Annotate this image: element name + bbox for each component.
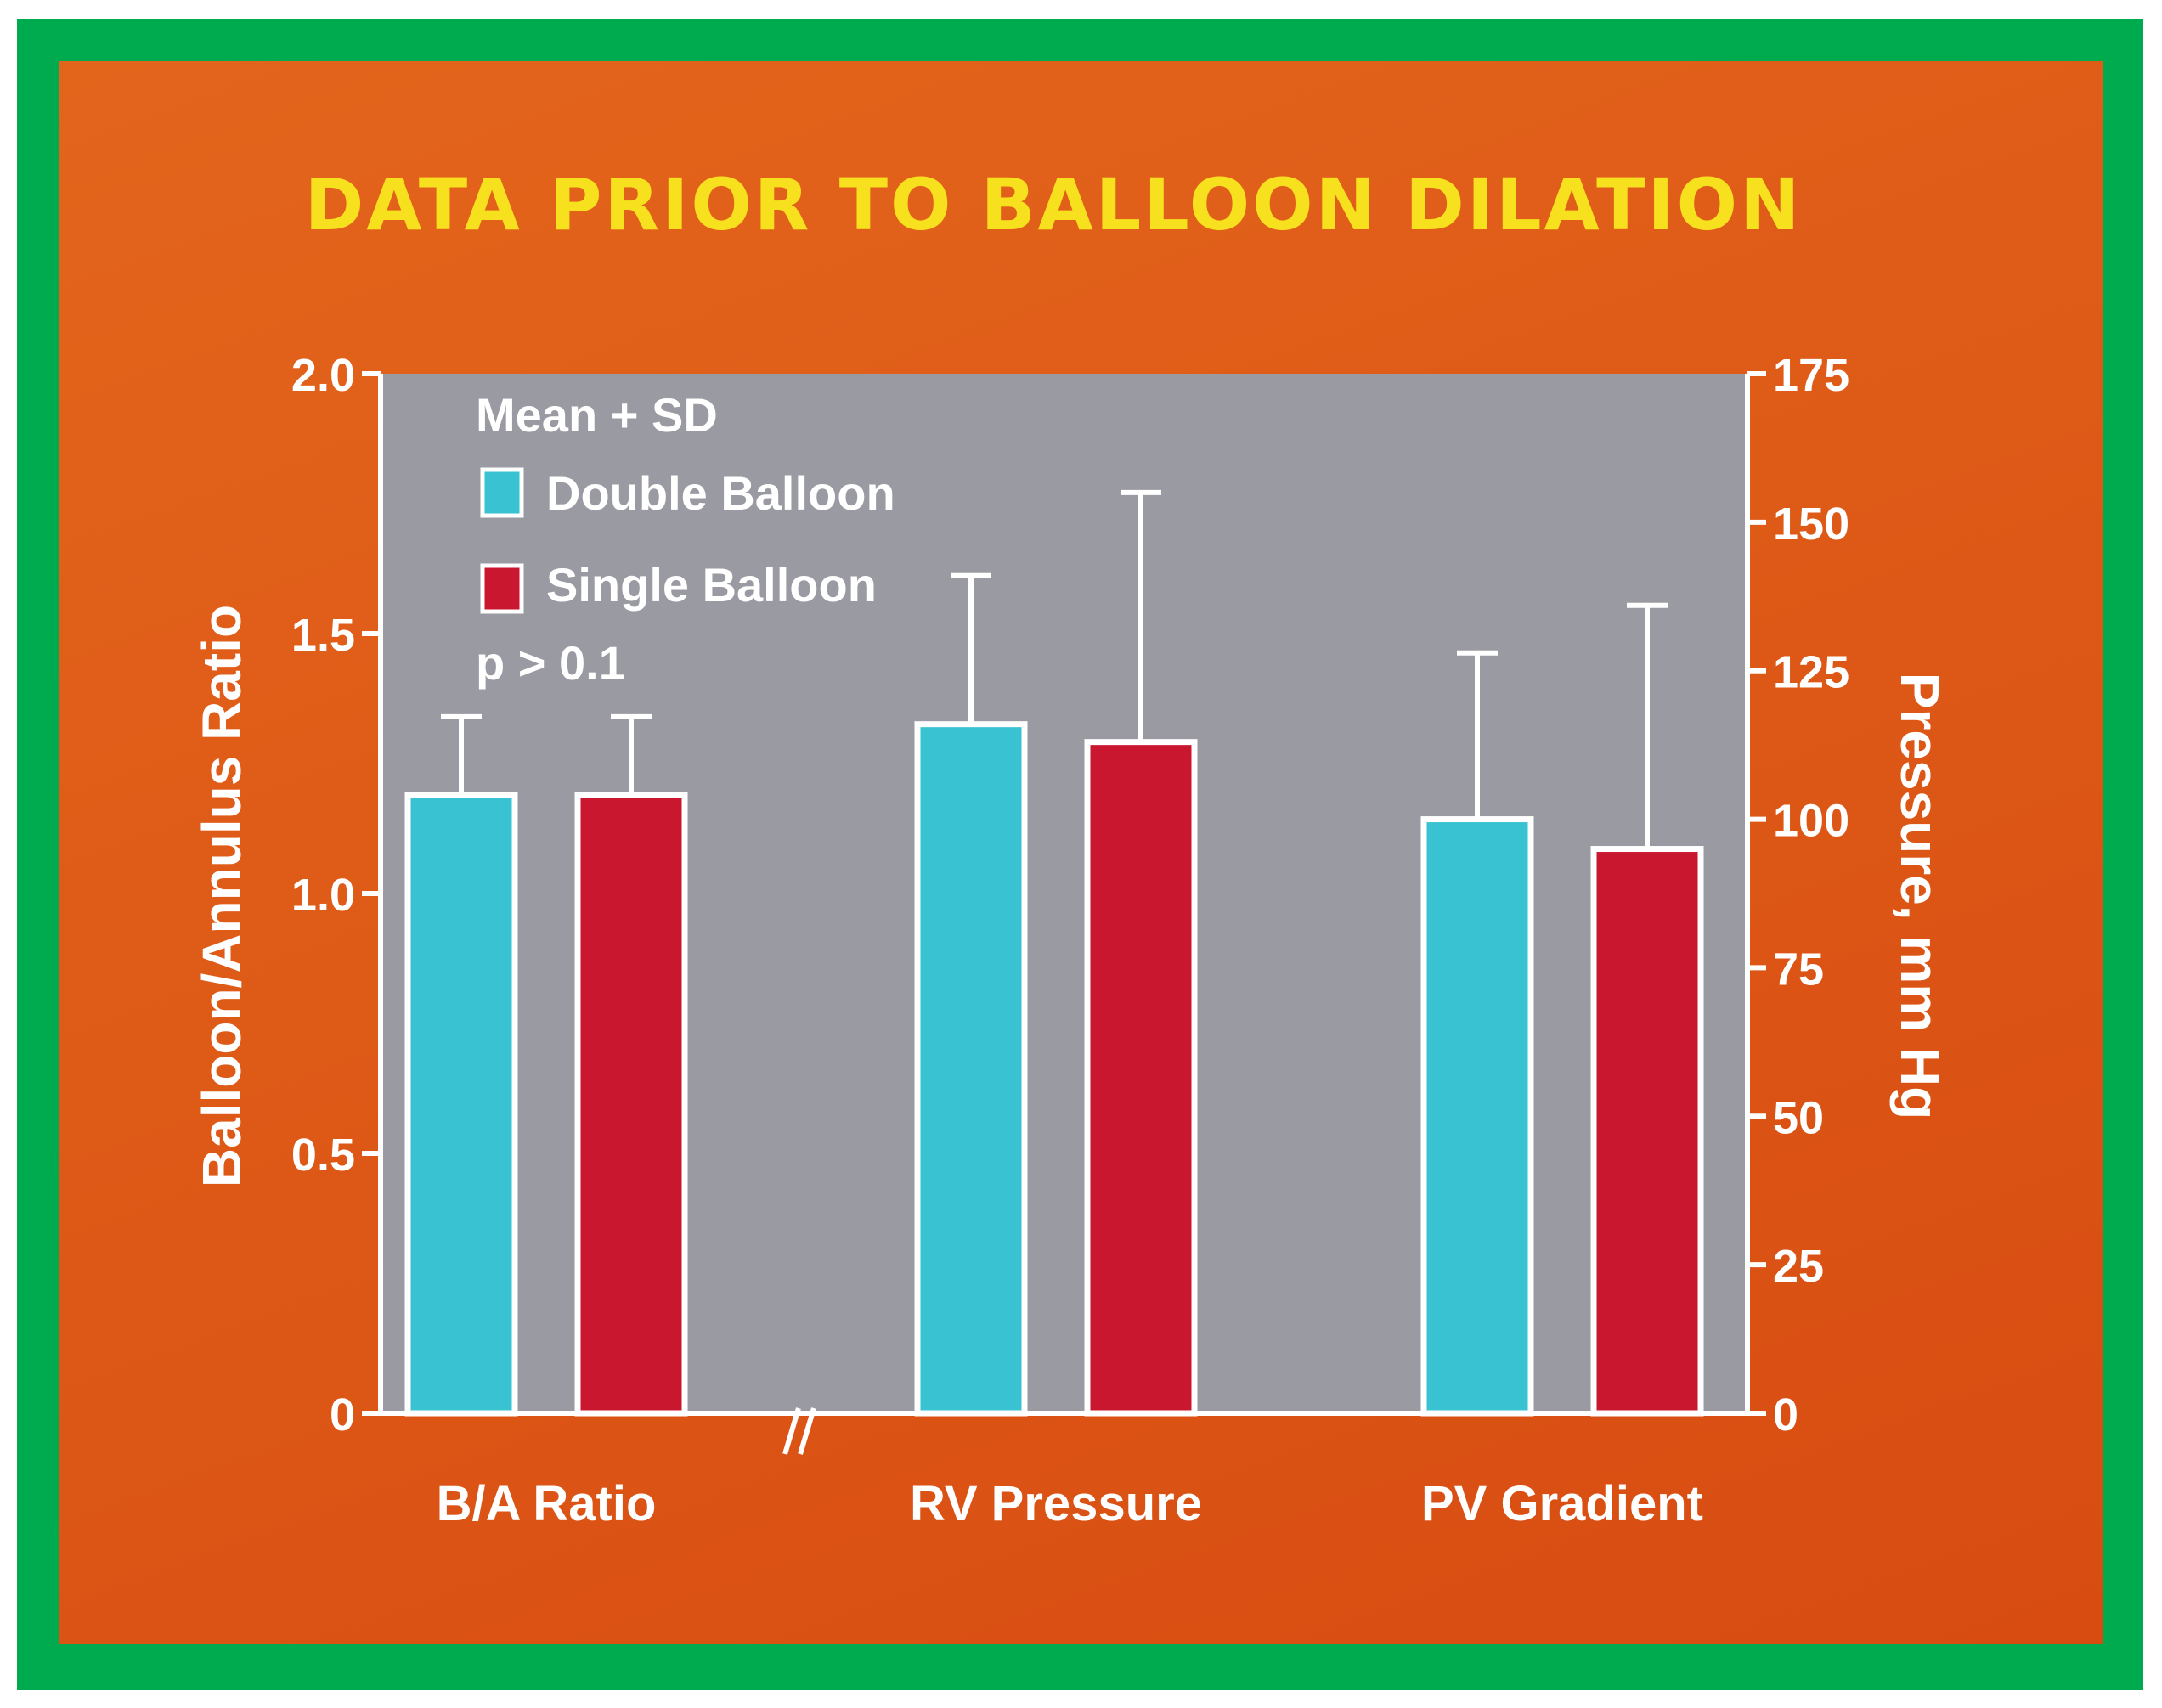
bar-double-balloon-rv-pressure	[914, 721, 1028, 1417]
y-tick-label-right: 50	[1773, 1092, 1824, 1143]
bar-double-balloon-pv-gradient	[1420, 816, 1534, 1417]
error-bars-group	[441, 489, 1668, 849]
y-tick-label-right: 0	[1773, 1390, 1798, 1440]
bar-single-balloon-rv-pressure	[1084, 739, 1198, 1417]
y-tick-label-right: 125	[1773, 647, 1849, 698]
bar-double-balloon-b-a-ratio	[404, 792, 518, 1417]
y-tick-label-left: 2.0	[291, 350, 355, 401]
y-axis-label-right: Pressure, mm Hg	[1889, 673, 1950, 1119]
x-tick-label-pv-gradient: PV Gradient	[1421, 1476, 1703, 1531]
x-tick-label-rv-pressure: RV Pressure	[910, 1476, 1202, 1531]
legend-p-value: p > 0.1	[476, 636, 625, 690]
axis-break-mark	[782, 1407, 801, 1455]
axis-break-mark	[798, 1407, 816, 1455]
legend-swatch-single-balloon	[480, 563, 524, 614]
x-tick-label-b-a-ratio: B/A Ratio	[437, 1476, 657, 1531]
y-tick-label-right: 25	[1773, 1241, 1824, 1292]
chart-title: DATA PRIOR TO BALLOON DILATION	[305, 163, 1803, 246]
legend-swatch-double-balloon	[480, 467, 524, 518]
bars-group	[404, 721, 1704, 1417]
y-tick-label-left: 0	[330, 1390, 355, 1440]
bar-single-balloon-b-a-ratio	[574, 792, 688, 1417]
legend-heading: Mean + SD	[476, 388, 718, 442]
legend: Mean + SD Double Balloon Single Balloon …	[476, 388, 895, 690]
bar-single-balloon-pv-gradient	[1590, 846, 1704, 1417]
y-tick-label-left: 1.0	[291, 870, 355, 921]
axes-group: 0 0.5 1.0 1.5 2.0 0 25 50 75 100 125 150 175	[291, 350, 1849, 1455]
y-tick-label-right: 150	[1773, 499, 1849, 550]
y-tick-label-left: 1.5	[291, 610, 355, 661]
y-tick-label-left: 0.5	[291, 1130, 355, 1181]
legend-label-single-balloon: Single Balloon	[546, 558, 877, 612]
y-tick-label-right: 75	[1773, 944, 1824, 995]
y-axis-label-left: Balloon/Annulus Ratio	[191, 605, 252, 1187]
legend-label-double-balloon: Double Balloon	[546, 466, 895, 520]
y-tick-label-right: 100	[1773, 796, 1849, 847]
y-tick-label-right: 175	[1773, 350, 1849, 401]
